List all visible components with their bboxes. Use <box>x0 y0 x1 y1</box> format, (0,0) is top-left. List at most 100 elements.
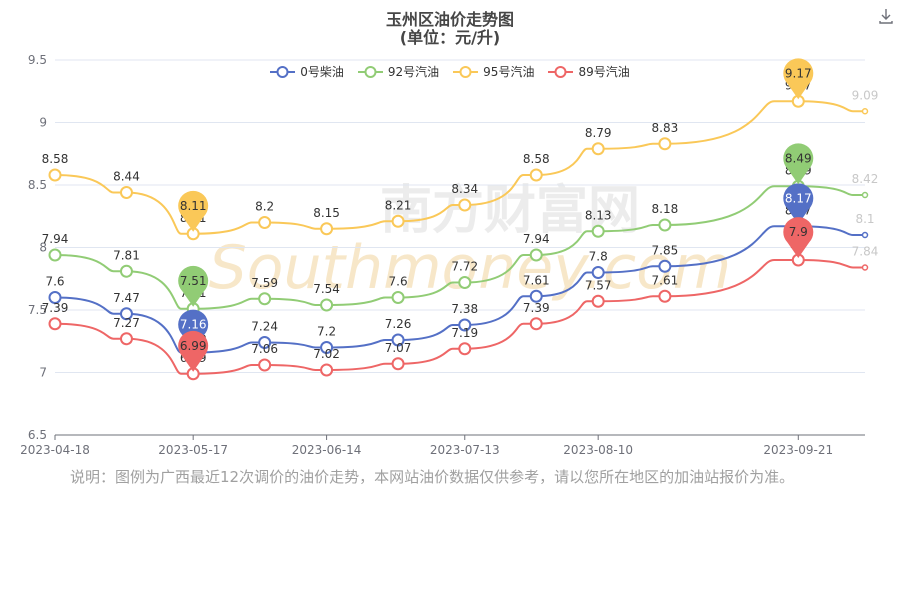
extreme-pin <box>783 58 814 100</box>
data-label: 8.21 <box>385 198 412 212</box>
chart-title: 玉州区油价走势图 <box>385 10 514 29</box>
data-point <box>861 231 869 239</box>
data-point <box>391 333 405 347</box>
legend-label: 92号汽油 <box>387 65 440 79</box>
data-label: 7.72 <box>451 260 478 274</box>
data-label: 7.94 <box>523 232 550 246</box>
data-point <box>529 317 543 331</box>
chart-subtitle: (单位：元/升) <box>399 28 501 47</box>
y-tick-label: 8 <box>39 241 47 255</box>
x-tick-label: 2023-08-10 <box>563 443 633 457</box>
extreme-pin-label: 7.9 <box>789 225 808 239</box>
legend-swatch-icon <box>453 65 479 79</box>
data-point <box>119 332 133 346</box>
data-point <box>119 186 133 199</box>
data-label: 7.26 <box>385 317 412 331</box>
extreme-pin-label: 8.11 <box>180 199 207 213</box>
data-point <box>458 198 472 212</box>
y-tick-label: 6.5 <box>28 428 47 442</box>
data-point <box>861 191 869 199</box>
data-point <box>320 298 334 312</box>
data-label: 7.54 <box>313 282 340 296</box>
axes: 6.5 7 7.5 8 8.5 9 9.5 2023-04-18 2023-05-17 2023-… <box>20 53 865 457</box>
data-point <box>591 142 605 156</box>
extreme-pin <box>783 183 814 225</box>
series-line-1 <box>54 185 865 310</box>
series-lines <box>48 94 869 381</box>
data-point <box>861 108 869 115</box>
data-label: 8.13 <box>585 208 612 222</box>
data-point <box>458 342 472 356</box>
data-label: 8.79 <box>585 126 612 140</box>
data-label: 8.58 <box>523 152 550 166</box>
y-tick-label: 8.5 <box>28 178 47 192</box>
data-label: 7.61 <box>523 273 550 287</box>
y-tick-label: 7 <box>39 366 47 380</box>
data-label: 8.18 <box>652 202 679 216</box>
extreme-pin <box>178 265 209 307</box>
download-icon[interactable] <box>876 6 896 26</box>
data-label: 7.6 <box>389 275 408 289</box>
legend-item[interactable]: 92号汽油 <box>357 63 440 80</box>
data-point <box>658 137 672 151</box>
data-point <box>591 266 605 279</box>
data-label: 7.07 <box>385 341 412 355</box>
data-point <box>529 248 543 262</box>
data-label: 7.8 <box>589 250 608 264</box>
data-point <box>458 276 472 289</box>
legend-item[interactable]: 0号柴油 <box>270 63 344 80</box>
data-label: 7.94 <box>42 232 69 246</box>
x-tick-label: 2023-04-18 <box>20 443 90 457</box>
legend-swatch-icon <box>270 65 296 79</box>
data-point <box>320 341 334 354</box>
x-tick-label: 2023-05-17 <box>158 443 228 457</box>
data-point <box>458 318 472 332</box>
footer-note: 说明：图例为广西最近12次调价的油价走势，本网站油价数据仅供参考，请以您所在地区… <box>70 468 795 486</box>
legend-label: 95号汽油 <box>483 65 535 79</box>
legend-item[interactable]: 89号汽油 <box>548 63 630 80</box>
data-label: 8.44 <box>113 170 140 184</box>
data-label: 7.6 <box>45 275 64 289</box>
extreme-pin <box>178 330 209 372</box>
data-label: 7.39 <box>42 301 69 315</box>
series-line-3 <box>54 259 865 375</box>
data-label: 7.06 <box>251 342 278 356</box>
legend-item[interactable]: 95号汽油 <box>453 63 534 80</box>
data-label: 7.59 <box>251 276 278 290</box>
data-label: 7.02 <box>313 347 340 361</box>
extreme-pin-label: 9.17 <box>785 66 812 80</box>
data-label: 7.39 <box>523 301 550 315</box>
data-label: 8.42 <box>852 172 879 186</box>
data-label: 7.84 <box>852 245 879 259</box>
legend-swatch-icon <box>357 65 383 79</box>
data-point <box>48 248 62 262</box>
data-label: 9.09 <box>852 88 879 102</box>
data-point <box>658 218 672 232</box>
extreme-pin <box>783 217 814 258</box>
x-tick-label: 2023-09-21 <box>763 443 833 457</box>
data-label: 7.2 <box>317 325 336 339</box>
data-label: 8.15 <box>313 206 340 220</box>
data-point <box>529 168 543 182</box>
data-label: 7.85 <box>652 243 679 257</box>
data-point <box>861 264 869 271</box>
data-label: 7.61 <box>652 273 679 287</box>
y-tick-label: 9.5 <box>28 53 47 67</box>
extreme-pin-label: 7.16 <box>180 318 207 332</box>
data-point <box>258 358 272 372</box>
data-label: 7.57 <box>585 278 612 292</box>
data-point <box>48 317 62 331</box>
extreme-pin <box>783 143 814 185</box>
data-point <box>119 307 133 321</box>
extreme-pin-label: 8.49 <box>785 151 812 165</box>
data-label: 8.83 <box>652 121 679 135</box>
data-label: 7.81 <box>113 248 140 262</box>
x-tick-label: 2023-07-13 <box>430 443 500 457</box>
data-point <box>391 214 405 228</box>
legend-swatch-icon <box>548 65 574 79</box>
data-point <box>258 216 272 229</box>
data-label: 8.2 <box>255 200 274 214</box>
data-label: 7.47 <box>113 291 140 305</box>
legend-label: 89号汽油 <box>578 65 630 79</box>
